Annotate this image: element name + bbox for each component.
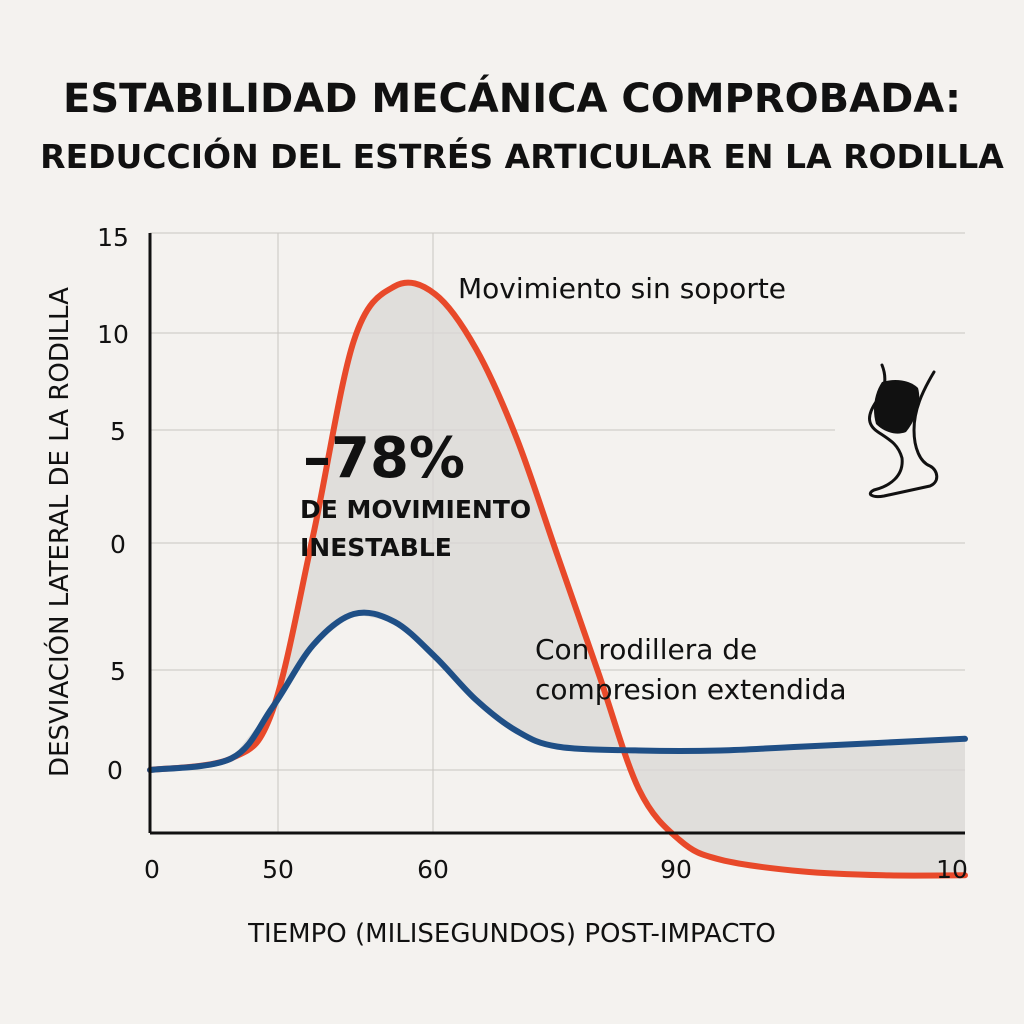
series-label-unsupported: Movimiento sin soporte	[458, 272, 786, 305]
y-tick-label: 10	[97, 320, 129, 349]
x-tick-label: 10	[936, 855, 968, 884]
y-tick-label: 5	[110, 657, 126, 686]
series-label-brace-line2: compresion extendida	[535, 673, 847, 706]
knee-brace-icon	[868, 363, 939, 498]
x-tick-label: 50	[262, 855, 294, 884]
x-axis-title: TIEMPO (MILISEGUNDOS) POST-IMPACTO	[247, 919, 776, 949]
series-line-unsupported	[147, 279, 968, 879]
y-tick-label: 5	[110, 417, 126, 446]
series-label-brace-line1: Con rodillera de	[535, 633, 757, 666]
reduction-caption-line1: DE MOVIMIENTO	[300, 495, 531, 524]
y-tick-label: 15	[97, 223, 129, 252]
y-tick-label: 0	[107, 756, 123, 785]
reduction-area	[150, 282, 965, 876]
reduction-caption-line2: INESTABLE	[300, 533, 452, 562]
reduction-value: –78%	[303, 426, 465, 491]
x-tick-label: 60	[417, 855, 449, 884]
chart-title: ESTABILIDAD MECÁNICA COMPROBADA:	[63, 74, 961, 122]
x-tick-label: 0	[144, 855, 160, 884]
series-line-brace	[147, 609, 968, 773]
y-axis-title: DESVIACIÓN LATERAL DE LA RODILLA	[43, 287, 75, 777]
y-tick-label: 0	[110, 530, 126, 559]
x-tick-label: 90	[660, 855, 692, 884]
chart-subtitle: REDUCCIÓN DEL ESTRÉS ARTICULAR EN LA ROD…	[40, 136, 1004, 176]
